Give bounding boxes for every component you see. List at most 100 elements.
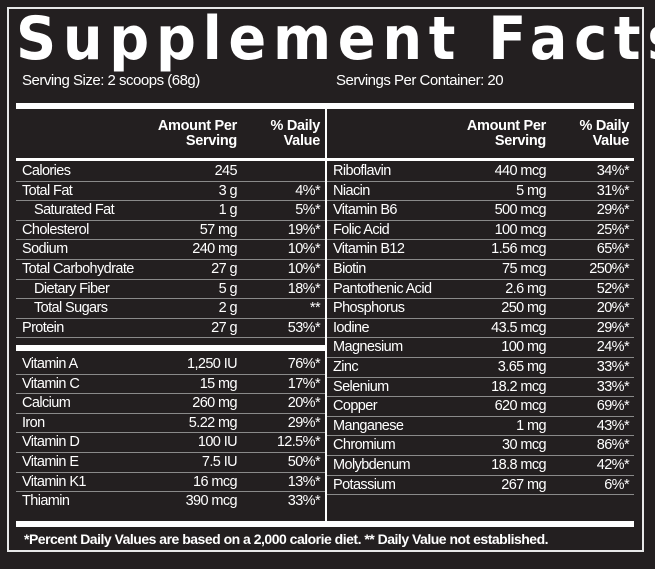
nutrient-daily-value: 20%*	[596, 300, 630, 317]
nutrient-row: Selenium 18.2 mcg 33%*	[327, 378, 634, 398]
dv-header: % Daily Value	[579, 118, 630, 149]
nutrient-amount: 500 mcg	[494, 202, 547, 219]
nutrient-daily-value: 12.5%*	[276, 434, 321, 451]
nutrient-row: Copper 620 mcg 69%*	[327, 397, 634, 417]
dv-header: % Daily Value	[271, 119, 321, 149]
nutrient-daily-value: 10%*	[287, 241, 321, 258]
nutrient-amount: 5 mg	[516, 182, 546, 199]
nutrient-row: Calcium 260 mg 20%*	[16, 394, 325, 414]
nutrient-name: Selenium	[333, 378, 389, 395]
nutrient-row: Total Carbohydrate 27 g 10%*	[16, 260, 325, 280]
nutrient-amount: 15 mg	[199, 375, 238, 392]
label-title: Supplement Facts	[16, 4, 655, 74]
nutrient-name: Calcium	[22, 395, 71, 412]
nutrient-name: Total Carbohydrate	[22, 260, 134, 277]
vitamin-rows: Vitamin A 1,250 IU 76%* Vitamin C 15 mg 17%* C…	[16, 355, 325, 512]
nutrient-amount: 260 mg	[192, 395, 237, 412]
nutrient-daily-value: 4%*	[295, 182, 320, 199]
nutrient-name: Manganese	[333, 417, 404, 434]
nutrient-name: Copper	[333, 398, 378, 415]
nutrient-daily-value: 17%*	[287, 375, 321, 392]
mid-divider-bar	[16, 345, 325, 351]
nutrient-row: Total Sugars 2 g **	[16, 299, 325, 319]
dv-header-line1: % Daily	[579, 118, 630, 134]
nutrient-name: Vitamin K1	[22, 473, 86, 490]
nutrient-row: Saturated Fat 1 g 5%*	[16, 201, 325, 221]
mineral-rows: Riboflavin 440 mcg 34%* Niacin 5 mg 31%* Vitam…	[327, 162, 634, 496]
nutrient-amount: 1,250 IU	[186, 356, 238, 372]
nutrient-amount: 5.22 mg	[188, 414, 238, 431]
nutrient-row: Sodium 240 mg 10%*	[16, 240, 325, 260]
nutrient-amount: 440 mcg	[494, 163, 547, 179]
nutrient-daily-value: 13%*	[287, 473, 321, 490]
nutrient-amount: 100 mcg	[494, 221, 547, 238]
servings-per-container: Servings Per Container: 20	[336, 72, 504, 89]
nutrient-name: Vitamin B12	[333, 241, 405, 258]
nutrient-name: Chromium	[333, 437, 396, 454]
nutrient-amount: 18.2 mcg	[491, 378, 546, 395]
nutrient-daily-value: 29%*	[596, 319, 630, 336]
nutrient-name: Pantothenic Acid	[333, 280, 432, 297]
dv-header-line2: Value	[592, 133, 630, 149]
serving-size: Serving Size: 2 scoops (68g)	[22, 72, 200, 89]
nutrient-row: Riboflavin 440 mcg 34%*	[327, 162, 634, 182]
amount-header-line1: Amount Per	[466, 118, 546, 134]
nutrient-daily-value: 69%*	[596, 398, 630, 415]
nutrient-amount: 1.56 mcg	[491, 241, 546, 258]
left-header: Amount Per Serving % Daily Value	[16, 109, 325, 161]
nutrient-row: Potassium 267 mg 6%*	[327, 476, 634, 496]
column-divider	[325, 108, 327, 522]
nutrient-amount: 100 mg	[501, 339, 546, 356]
nutrient-daily-value: 33%*	[596, 378, 630, 395]
nutrient-name: Biotin	[333, 260, 366, 277]
top-divider-bar	[16, 103, 634, 109]
nutrient-daily-value: 5%*	[295, 202, 320, 219]
nutrient-row: Molybdenum 18.8 mcg 42%*	[327, 456, 634, 476]
nutrient-row: Total Fat 3 g 4%*	[16, 182, 325, 202]
nutrient-row: Vitamin B12 1.56 mcg 65%*	[327, 240, 634, 260]
nutrient-daily-value: 42%*	[596, 456, 630, 473]
nutrient-amount: 2 g	[218, 300, 238, 317]
nutrient-row: Vitamin K1 16 mcg 13%*	[16, 473, 325, 493]
nutrient-name: Magnesium	[333, 339, 403, 356]
nutrient-daily-value: 29%*	[287, 414, 321, 431]
nutrient-daily-value: 29%*	[596, 202, 630, 219]
dv-header-line2: Value	[283, 133, 321, 149]
amount-header: Amount Per Serving	[467, 119, 546, 149]
nutrient-row: Vitamin E 7.5 IU 50%*	[16, 453, 325, 473]
nutrient-name: Molybdenum	[333, 456, 411, 473]
nutrient-daily-value: 6%*	[604, 476, 629, 493]
nutrient-daily-value: 33%*	[596, 358, 630, 375]
nutrient-amount: 27 g	[211, 260, 237, 277]
nutrient-row: Thiamin 390 mcg 33%*	[16, 492, 325, 512]
nutrient-name: Vitamin E	[22, 453, 79, 470]
nutrient-row: Dietary Fiber 5 g 18%*	[16, 280, 325, 300]
nutrient-amount: 390 mcg	[185, 493, 238, 510]
nutrient-name: Niacin	[333, 182, 370, 199]
nutrient-daily-value: 86%*	[596, 437, 630, 454]
nutrient-daily-value: 43%*	[596, 417, 630, 434]
nutrient-name: Vitamin C	[22, 375, 80, 392]
nutrient-name: Thiamin	[22, 493, 70, 510]
nutrient-amount: 57 mg	[199, 221, 238, 238]
nutrient-daily-value: 10%*	[287, 260, 321, 277]
nutrient-row: Iodine 43.5 mcg 29%*	[327, 319, 634, 339]
nutrient-amount: 1 g	[218, 202, 238, 219]
nutrient-amount: 3 g	[218, 182, 238, 199]
nutrient-name: Vitamin B6	[333, 202, 397, 219]
vitamin-rows-panel: Vitamin A 1,250 IU 76%* Vitamin C 15 mg 17%* C…	[16, 355, 325, 512]
macro-rows: Calories 245 Total Fat 3 g 4%* Saturated Fat 1…	[16, 162, 325, 339]
nutrient-daily-value: 20%*	[287, 395, 321, 412]
nutrient-name: Iron	[22, 414, 45, 431]
nutrient-daily-value: 19%*	[287, 221, 321, 238]
nutrient-amount: 267 mg	[501, 476, 546, 493]
nutrient-name: Riboflavin	[333, 163, 391, 179]
nutrient-amount: 7.5 IU	[201, 453, 238, 470]
nutrient-row: Biotin 75 mcg 250%*	[327, 260, 634, 280]
nutrient-name: Total Sugars	[34, 300, 108, 317]
nutrient-name: Dietary Fiber	[34, 280, 110, 297]
nutrient-amount: 18.8 mcg	[491, 456, 546, 473]
amount-header: Amount Per Serving	[158, 119, 237, 149]
nutrient-name: Protein	[22, 319, 64, 336]
nutrient-daily-value: 65%*	[596, 241, 630, 258]
